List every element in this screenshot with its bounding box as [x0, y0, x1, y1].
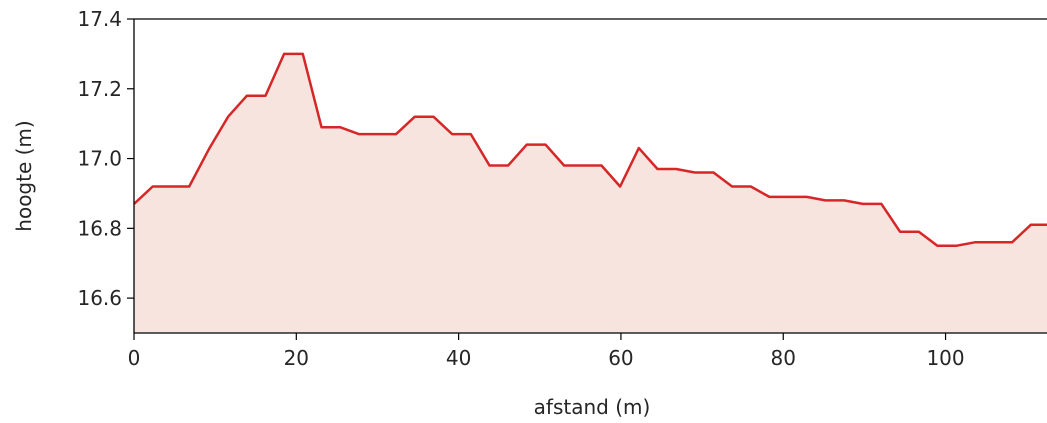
x-tick-label: 80: [771, 346, 796, 370]
x-tick-label: 20: [284, 346, 309, 370]
axes-frame: [133, 18, 1047, 334]
y-axis-label: hoogte (m): [12, 120, 36, 231]
y-tick-label: 16.8: [77, 216, 122, 240]
y-tick-label: 16.6: [77, 286, 122, 310]
elevation-area-fill: [134, 53, 1047, 334]
y-axis-ticks: 16.6 16.8 17.0 17.2 17.4: [77, 7, 134, 310]
y-tick-label: 17.2: [77, 77, 122, 101]
x-tick-label: 60: [608, 346, 633, 370]
y-tick-label: 17.0: [77, 147, 122, 171]
x-tick-label: 40: [446, 346, 471, 370]
y-tick-label: 17.4: [77, 7, 122, 31]
x-tick-label: 100: [926, 346, 964, 370]
x-tick-label: 0: [128, 346, 141, 370]
elevation-line: [133, 52, 1047, 248]
x-axis-ticks: 0 20 40 60 80 100: [128, 333, 965, 370]
plot-area: [133, 52, 1047, 334]
x-axis-label: afstand (m): [534, 395, 651, 419]
